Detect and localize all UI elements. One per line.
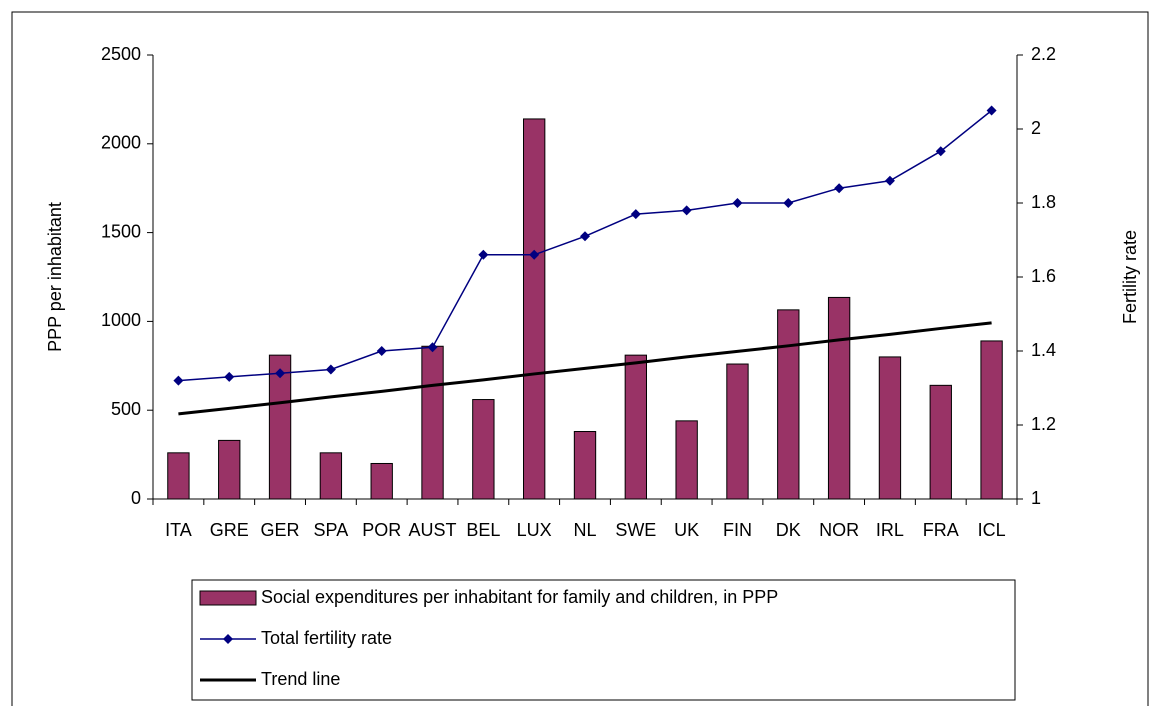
- bar: [878, 356, 902, 500]
- legend-marker: [223, 634, 233, 644]
- bar: [777, 309, 800, 500]
- line-marker: [935, 146, 946, 157]
- bar: [319, 452, 343, 500]
- x-tick-label: GRE: [210, 520, 249, 540]
- legend-label: Social expenditures per inhabitant for f…: [261, 587, 778, 607]
- y-tick-label: 2500: [101, 44, 141, 64]
- line-series: [178, 321, 992, 416]
- legend-label: Trend line: [261, 669, 340, 689]
- bar: [167, 452, 190, 500]
- legend-swatch: [199, 590, 257, 606]
- x-tick-label: SWE: [615, 520, 656, 540]
- bar: [370, 462, 393, 500]
- bar: [980, 340, 1003, 500]
- y-tick-label: 0: [131, 488, 141, 508]
- x-tick-label: IRL: [876, 520, 904, 540]
- line-marker: [275, 368, 286, 379]
- y2-tick-label: 2.2: [1031, 44, 1056, 64]
- y2-tick-label: 1.2: [1031, 414, 1056, 434]
- y-tick-label: 2000: [101, 133, 141, 153]
- line-marker: [427, 342, 438, 353]
- line-marker: [834, 183, 845, 194]
- line-series: [178, 109, 993, 382]
- line-marker: [529, 249, 540, 260]
- y2-tick-label: 1.6: [1031, 266, 1056, 286]
- line-marker: [783, 198, 794, 208]
- x-tick-label: BEL: [466, 520, 500, 540]
- line-marker: [986, 105, 997, 116]
- chart-border: [11, 11, 1149, 706]
- x-tick-label: NOR: [819, 520, 859, 540]
- y2-tick-label: 1: [1031, 488, 1041, 508]
- line-marker: [224, 371, 235, 382]
- y2-tick-label: 1.8: [1031, 192, 1056, 212]
- x-tick-label: ICL: [978, 520, 1006, 540]
- line-marker: [173, 375, 184, 386]
- y-tick-label: 500: [111, 399, 141, 419]
- bar: [624, 354, 647, 500]
- x-tick-label: NL: [573, 520, 596, 540]
- line-marker: [732, 198, 743, 208]
- x-tick-label: AUST: [409, 520, 457, 540]
- y2-tick-label: 2: [1031, 118, 1041, 138]
- y-tick-label: 1000: [101, 310, 141, 330]
- line-marker: [681, 205, 692, 216]
- x-tick-label: LUX: [517, 520, 552, 540]
- x-tick-label: ITA: [165, 520, 192, 540]
- x-tick-label: SPA: [314, 520, 349, 540]
- x-tick-label: FRA: [923, 520, 959, 540]
- y2-tick-label: 1.4: [1031, 340, 1056, 360]
- legend-label: Total fertility rate: [261, 628, 392, 648]
- line-marker: [325, 364, 336, 375]
- x-tick-label: POR: [362, 520, 401, 540]
- line-marker: [630, 209, 641, 220]
- bar: [726, 363, 749, 500]
- line-marker: [478, 249, 489, 260]
- bar: [472, 399, 495, 500]
- y2-axis-label: Fertility rate: [1120, 230, 1140, 324]
- bar: [523, 118, 546, 500]
- bar: [218, 439, 241, 500]
- x-tick-label: GER: [261, 520, 300, 540]
- x-tick-label: UK: [674, 520, 699, 540]
- bar: [421, 345, 444, 500]
- bar: [268, 354, 292, 500]
- bar: [929, 384, 952, 500]
- bar: [827, 296, 851, 500]
- legend-box: [191, 579, 1016, 701]
- line-marker: [376, 346, 387, 356]
- x-tick-label: FIN: [723, 520, 752, 540]
- line-marker: [884, 175, 895, 186]
- y-axis-label: PPP per inhabitant: [45, 202, 65, 352]
- line-marker: [580, 231, 590, 242]
- y-tick-label: 1500: [101, 221, 141, 241]
- x-tick-label: DK: [776, 520, 801, 540]
- bar: [675, 420, 698, 500]
- bar: [573, 431, 597, 500]
